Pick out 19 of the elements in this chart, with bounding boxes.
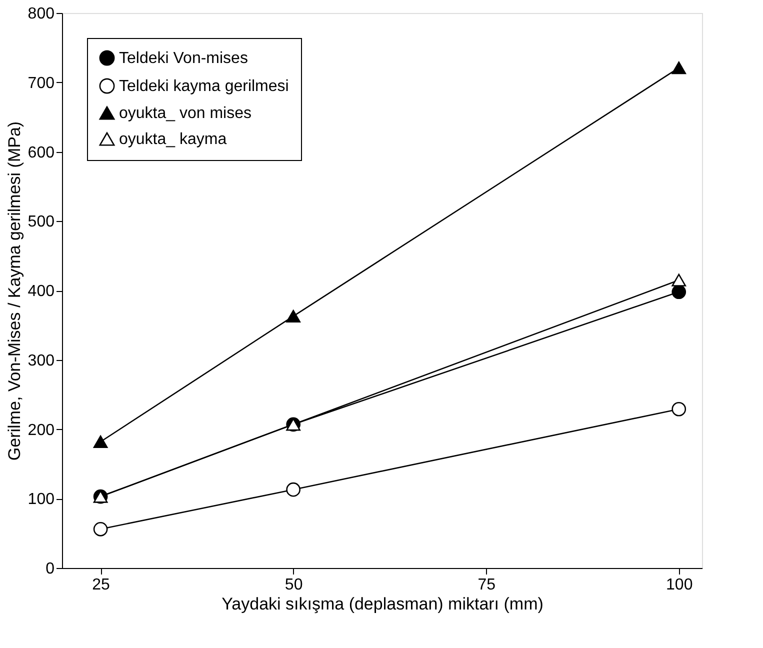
y-tick-label: 800: [28, 6, 55, 22]
x-tick-label: 50: [284, 576, 303, 594]
y-tick-label: 200: [28, 422, 55, 439]
y-tick-label: 700: [28, 74, 55, 92]
legend-label: Teldeki kayma gerilmesi: [119, 78, 289, 95]
x-tick-label: 25: [92, 576, 110, 594]
legend-label: oyukta_ kayma: [119, 131, 227, 148]
y-axis-title: Gerilme, Von-Mises / Kayma gerilmesi (MPa): [4, 121, 24, 461]
x-axis-title: Yaydaki sıkışma (deplasman) miktarı (mm): [222, 594, 544, 614]
y-tick-label: 500: [28, 214, 55, 231]
y-tick-label: 0: [46, 560, 55, 578]
y-tick-label: 400: [28, 283, 55, 300]
y-tick-label: 600: [28, 144, 55, 162]
legend-label: Teldeki Von-mises: [119, 50, 248, 67]
x-tick-label: 75: [478, 576, 496, 594]
legend-label: oyukta_ von mises: [119, 105, 252, 122]
y-tick-label: 100: [28, 491, 55, 508]
y-tick-label: 300: [28, 352, 55, 370]
x-tick-label: 100: [666, 576, 693, 594]
